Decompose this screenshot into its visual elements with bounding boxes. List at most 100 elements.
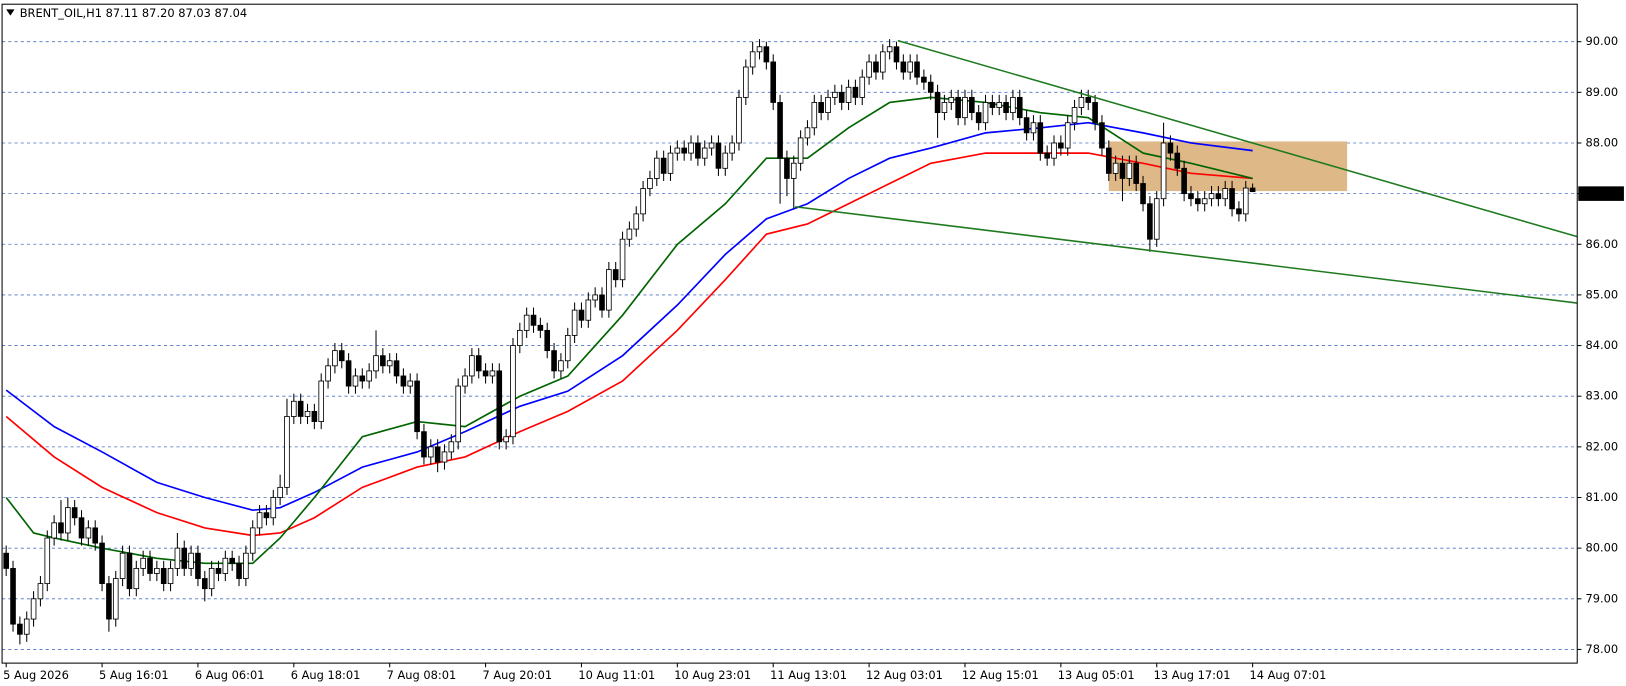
candle-body [51, 522, 57, 539]
candle-body [941, 102, 948, 114]
candle-body [907, 61, 913, 73]
candle-body [729, 142, 735, 154]
candle-body [427, 446, 434, 458]
candle-body [92, 527, 99, 544]
candle-body [982, 102, 989, 124]
candle-body [681, 147, 687, 154]
candle-body [893, 46, 900, 63]
y-tick-label: 89.00 [1586, 85, 1619, 99]
candle-body [1140, 183, 1146, 205]
y-tick-label: 84.00 [1586, 338, 1619, 352]
candle-body [106, 583, 112, 620]
candle-body [195, 552, 201, 579]
candle-body [270, 497, 277, 519]
candle-body [975, 112, 982, 124]
candle-body [606, 269, 612, 311]
candle-body [777, 102, 783, 159]
candle-body [708, 142, 715, 149]
moving-average [5, 152, 1253, 537]
candle-body [1126, 162, 1133, 179]
candle-body [1010, 96, 1016, 114]
candle-body [10, 567, 16, 625]
candle-body [1208, 193, 1215, 200]
candle-body [345, 360, 352, 387]
candle-body [852, 86, 859, 98]
candle-body [482, 370, 489, 377]
candle-body [263, 512, 270, 519]
candle-body [1003, 102, 1009, 114]
candle-body [1242, 187, 1249, 215]
y-tick-label: 82.00 [1586, 439, 1619, 453]
candle-body [1058, 142, 1064, 149]
candle-body [701, 147, 708, 159]
plot-layer [2, 39, 1578, 650]
candle-body [30, 598, 37, 620]
candle-body [359, 375, 366, 382]
trend-line [897, 39, 1578, 238]
candle-body [133, 567, 140, 590]
candle-body [921, 76, 927, 83]
y-tick-label: 90.00 [1586, 34, 1619, 48]
candle-body [469, 355, 475, 377]
candle-body [715, 142, 722, 169]
candle-body [434, 446, 441, 463]
candle-body [222, 557, 229, 574]
candle-body [1188, 193, 1194, 200]
candle-body [1119, 162, 1126, 179]
candle-body [414, 380, 420, 433]
candle-body [167, 567, 174, 585]
candle-body [448, 441, 455, 453]
candle-body [208, 567, 215, 590]
candle-body [44, 537, 51, 585]
candle-body [441, 451, 448, 463]
x-tick-label: 10 Aug 23:01 [674, 668, 751, 682]
candle-body [1105, 147, 1112, 174]
y-tick-label: 83.00 [1586, 389, 1619, 403]
candle-body [1249, 187, 1256, 193]
candle-body [790, 162, 797, 179]
candle-body [804, 127, 811, 139]
candle-body [969, 96, 975, 114]
candle-body [749, 51, 756, 68]
candle-body [619, 238, 626, 281]
menu-arrow[interactable] [6, 9, 15, 16]
candle-body [249, 527, 256, 554]
candle-body [879, 51, 886, 73]
candle-body [1153, 198, 1160, 240]
candle-body [1236, 208, 1242, 215]
candle-body [517, 329, 523, 346]
candle-body [927, 81, 934, 93]
candle-body [770, 61, 777, 103]
candle-body [1092, 102, 1098, 124]
candle-body [373, 355, 379, 372]
candle-body [201, 578, 208, 590]
candle-body [989, 102, 996, 108]
candle-body [743, 66, 749, 98]
candle-body [1160, 142, 1167, 200]
candle-body [1112, 162, 1119, 174]
candle-body [154, 567, 160, 574]
x-tick-label: 12 Aug 15:01 [962, 668, 1039, 682]
y-tick-highlight [1578, 186, 1624, 201]
candle-body [1085, 96, 1092, 103]
candle-body [818, 102, 824, 114]
candle-body [900, 61, 907, 73]
candle-body [811, 102, 818, 129]
candle-body [1215, 193, 1222, 200]
y-tick-label: 88.00 [1586, 135, 1619, 149]
plot-border [1, 3, 1578, 664]
candle-body [537, 324, 544, 331]
candle-body [825, 96, 831, 114]
candle-body [763, 46, 770, 63]
candle-body [188, 552, 194, 569]
candle-body [736, 96, 742, 144]
candle-body [886, 46, 893, 53]
candle-body [318, 380, 325, 422]
y-tick-label: 80.00 [1586, 541, 1619, 555]
x-tick-label: 6 Aug 06:01 [195, 668, 265, 682]
candle-body [17, 623, 23, 635]
candle-body [1147, 203, 1153, 240]
candle-body [1071, 107, 1078, 124]
